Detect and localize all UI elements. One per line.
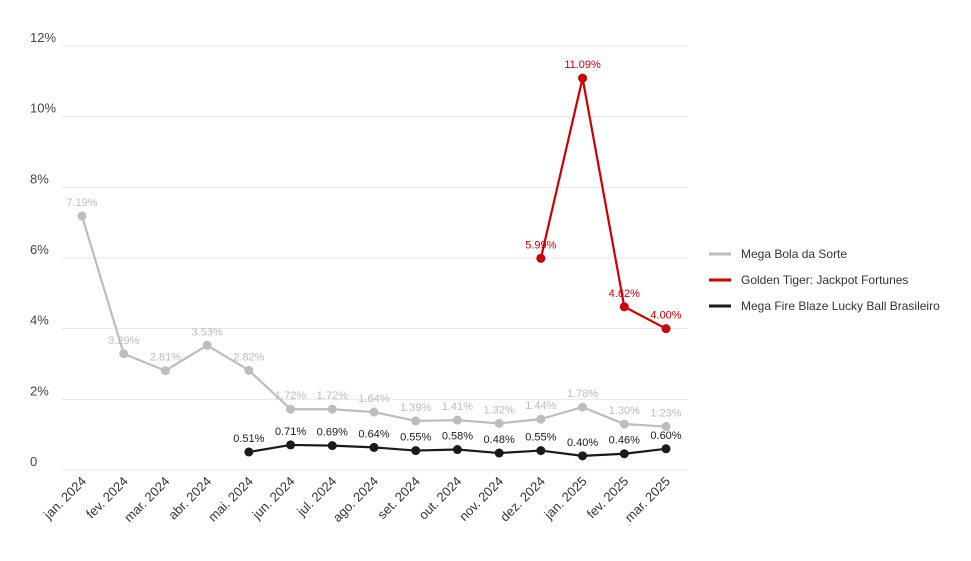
data-point [244,365,254,375]
data-point [327,404,337,414]
data-label: 1.44% [525,400,556,412]
x-tick-label: mar. 2024 [121,474,172,525]
data-point [536,253,546,263]
data-label: 7.19% [66,197,97,209]
y-tick-label: 10% [30,101,56,116]
data-point [661,422,671,432]
data-label: 11.09% [564,59,601,71]
data-point [494,448,504,458]
x-tick-label: set. 2024 [374,474,422,522]
data-point [286,404,296,414]
y-tick-label: 0 [30,454,37,469]
data-point [452,445,462,455]
data-label: 0.55% [400,432,431,444]
data-label: 5.99% [525,239,556,251]
data-point [411,446,421,456]
data-point [77,211,87,221]
data-label: 2.81% [150,352,181,364]
data-label: 1.64% [358,393,389,405]
x-tick-label: dez. 2024 [497,474,548,525]
data-point [578,73,588,83]
y-tick-label: 8% [30,171,49,186]
data-label: 3.53% [192,326,223,338]
data-point [536,414,546,424]
x-tick-label: mai. 2024 [205,474,256,525]
data-point [202,340,212,350]
data-point [327,441,337,451]
data-label: 2.82% [233,351,264,363]
data-label: 4.00% [650,310,681,322]
x-tick-label: ago. 2024 [330,474,382,526]
data-point [411,416,421,426]
data-point [661,324,671,334]
data-point [619,449,629,459]
data-point [578,451,588,461]
series-line-1 [539,77,667,330]
data-label: 0.64% [358,428,389,440]
data-label: 0.60% [650,430,681,442]
data-label: 0.55% [525,432,556,444]
data-label: 1.30% [609,405,640,417]
data-point [661,444,671,454]
data-label: 0.51% [233,433,264,445]
data-label: 1.32% [484,404,515,416]
data-label: 0.69% [317,427,348,439]
data-label: 1.78% [567,388,598,400]
data-point [160,366,170,376]
legend-entry: Golden Tiger: Jackpot Fortunes [741,273,908,287]
y-tick-label: 4% [30,313,49,328]
data-label: 1.72% [317,390,348,402]
data-label: 3.29% [108,335,139,347]
data-label: 1.72% [275,390,306,402]
y-tick-label: 6% [30,242,49,257]
data-label: 1.41% [442,401,473,413]
x-tick-label: jan. 2025 [541,474,590,523]
data-point [286,440,296,450]
x-tick-label: jan. 2024 [40,474,89,523]
data-point [578,402,588,412]
y-tick-label: 12% [30,30,56,45]
legend-entry: Mega Bola da Sorte [741,247,847,261]
data-point [536,446,546,456]
data-label: 1.39% [400,402,431,414]
data-point [244,447,254,457]
data-point [619,302,629,312]
data-label: 1.23% [650,408,681,420]
data-point [452,415,462,425]
data-point [369,407,379,417]
data-point [619,419,629,429]
data-label: 4.62% [609,288,640,300]
data-label: 0.48% [484,434,515,446]
x-tick-label: jun. 2024 [249,474,298,523]
data-label: 0.46% [609,435,640,447]
x-tick-label: mar. 2025 [622,474,673,525]
y-tick-label: 2% [30,383,49,398]
data-point [119,349,129,359]
legend-entry: Mega Fire Blaze Lucky Ball Brasileiro [741,299,940,313]
data-point [494,418,504,428]
data-point [369,442,379,452]
data-label: 0.58% [442,431,473,443]
data-label: 0.40% [567,437,598,449]
data-label: 0.71% [275,426,306,438]
